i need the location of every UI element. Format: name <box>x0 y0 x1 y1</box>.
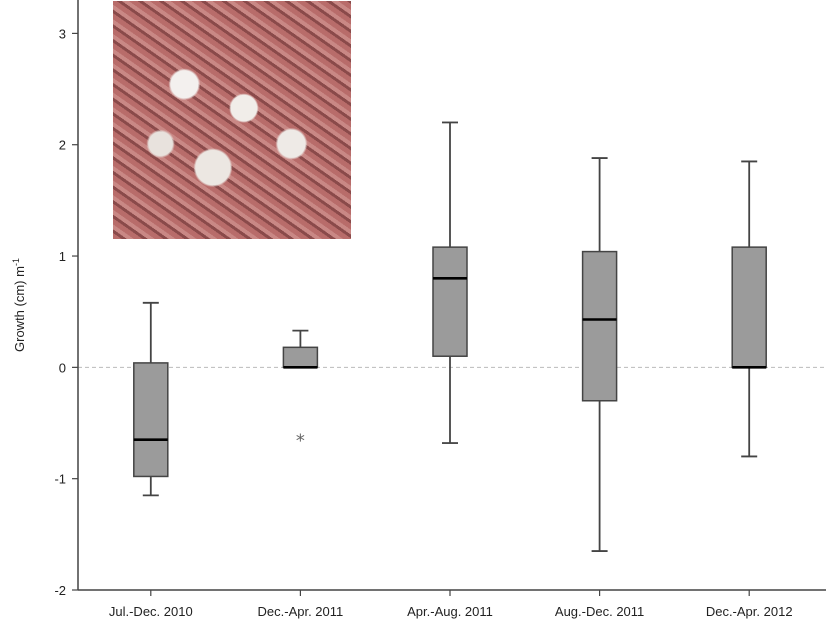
box-group <box>133 301 169 497</box>
boxes: * <box>133 121 767 552</box>
box-group <box>581 157 618 552</box>
y-axis-title: Growth (cm) m-1 <box>11 258 27 352</box>
x-ticks: Jul.-Dec. 2010 Dec.-Apr. 2011 Apr.-Aug. 20… <box>109 590 793 619</box>
x-tick-label: Jul.-Dec. 2010 <box>109 604 193 619</box>
x-tick-label: Aug.-Dec. 2011 <box>555 604 644 619</box>
y-tick-label: 2 <box>59 138 66 153</box>
box-group: * <box>282 329 319 451</box>
box-iqr <box>133 362 169 478</box>
box-group <box>731 160 767 458</box>
y-axis-title-superscript: -1 <box>11 258 21 266</box>
y-tick-label: 1 <box>59 249 66 264</box>
x-tick-label: Dec.-Apr. 2011 <box>258 604 344 619</box>
x-tick-label: Dec.-Apr. 2012 <box>706 604 793 619</box>
y-tick-label: -2 <box>54 583 66 598</box>
y-tick-label: 0 <box>59 360 66 375</box>
x-tick-label: Apr.-Aug. 2011 <box>407 604 493 619</box>
box-iqr <box>282 346 319 369</box>
y-axis-title-text: Growth (cm) m <box>12 266 27 352</box>
y-ticks: -2 -1 0 1 2 3 <box>54 26 78 598</box>
outlier-marker: * <box>296 430 305 451</box>
axes <box>77 0 826 591</box>
y-tick-label: 3 <box>59 26 66 41</box>
box-iqr <box>432 246 468 357</box>
box-iqr <box>731 246 767 369</box>
y-tick-label: -1 <box>54 472 66 487</box>
box-iqr <box>581 250 618 402</box>
coral-photo <box>113 1 351 239</box>
box-group <box>432 121 468 444</box>
